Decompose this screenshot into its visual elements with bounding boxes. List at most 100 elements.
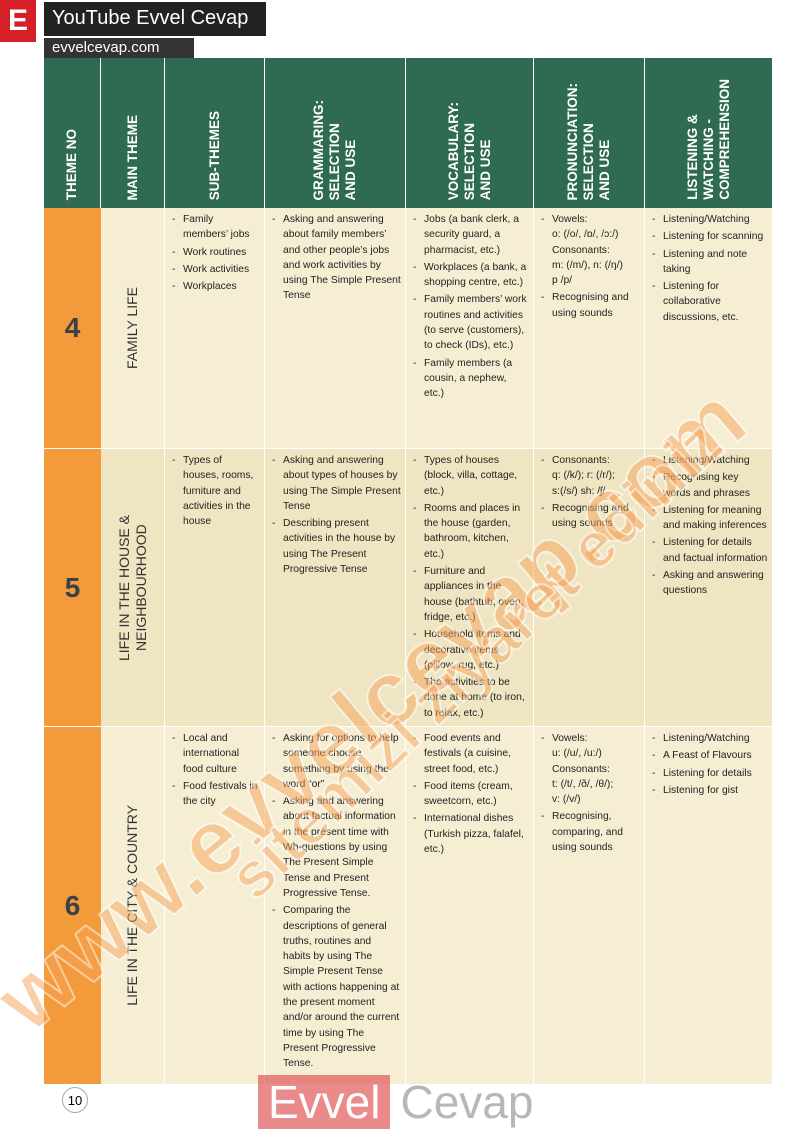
- text-line: PRONUNCIATION:: [565, 82, 580, 201]
- text-line: AND USE: [597, 139, 612, 200]
- vertical-text: LIFE IN THE CITY & COUNTRY: [124, 805, 141, 1006]
- vertical-text: MAIN THEME: [125, 115, 141, 201]
- text-line: MAIN THEME: [124, 114, 140, 201]
- text-line: SUB-THEMES: [206, 110, 222, 200]
- text-line: LISTENING &: [684, 114, 700, 200]
- table-cell: Listening/WatchingA Feast of Flavours Lis…: [645, 727, 773, 1085]
- logo-left: Evvel: [258, 1075, 391, 1129]
- bullet-item: Jobs (a bank clerk, a security guard, a …: [413, 212, 529, 258]
- bullet-item: The activities to be done at home (to ir…: [413, 675, 529, 721]
- bullet-item: Asking and answering about family member…: [272, 212, 401, 304]
- bullet-item: Recognising and using sounds: [541, 290, 640, 321]
- table-cell: Types of houses, rooms, furniture and ac…: [165, 449, 265, 727]
- theme-number: 4: [44, 208, 101, 449]
- text-line: GRAMMARING:: [311, 99, 326, 201]
- table-cell: Asking and answering about types of hous…: [265, 449, 406, 727]
- column-header: SUB-THEMES: [165, 58, 265, 208]
- table-cell: Consonants: q: (/k/); r: (/r/); s:(/s/) …: [534, 449, 645, 727]
- page-number: 10: [62, 1087, 88, 1113]
- main-theme: FAMILY LIFE: [101, 208, 165, 449]
- bullet-item: Vowels: o: (/o/, /ɒ/, /ɔ:/) Consonants: …: [541, 212, 640, 288]
- bullet-item: Types of houses (block, villa, cottage, …: [413, 453, 529, 499]
- bullet-item: Listening/Watching: [652, 453, 768, 469]
- bullet-item: Listening for scanning: [652, 229, 768, 245]
- table-cell: Listening/WatchingListening for scanning…: [645, 208, 773, 449]
- table-cell: Family members’ jobs Work routinesWork ac…: [165, 208, 265, 449]
- logo-right: Cevap: [400, 1076, 534, 1128]
- table-cell: Vowels: u: (/u/, /u:/) Consonants: t: (/…: [534, 727, 645, 1085]
- vertical-text: THEME NO: [64, 129, 80, 200]
- bullet-list: Listening/WatchingRecognising key words …: [649, 453, 768, 599]
- bullet-list: Vowels: u: (/u/, /u:/) Consonants: t: (/…: [538, 731, 640, 855]
- bullet-list: Asking and answering about types of hous…: [269, 453, 401, 577]
- bullet-list: Jobs (a bank clerk, a security guard, a …: [410, 212, 529, 402]
- theme-number: 6: [44, 727, 101, 1085]
- bullet-item: Asking and answering questions: [652, 568, 768, 599]
- bullet-list: Types of houses, rooms, furniture and ac…: [169, 453, 260, 529]
- bullet-list: Asking and answering about family member…: [269, 212, 401, 304]
- theme-number: 5: [44, 449, 101, 727]
- bullet-list: Food events and festivals (a cuisine, st…: [410, 731, 529, 857]
- bullet-item: Listening/Watching: [652, 212, 768, 228]
- bullet-item: Furniture and appliances in the house (b…: [413, 564, 529, 625]
- text-line: LIFE IN THE CITY & COUNTRY: [124, 805, 140, 1006]
- bullet-item: Consonants: q: (/k/); r: (/r/); s:(/s/) …: [541, 453, 640, 499]
- bullet-list: Asking for options to help someone choos…: [269, 731, 401, 1072]
- text-line: FAMILY LIFE: [124, 287, 140, 369]
- bullet-item: Listening for meaning and making inferen…: [652, 503, 768, 534]
- bullet-item: Family members’ work routines and activi…: [413, 292, 529, 353]
- bullet-item: A Feast of Flavours: [652, 748, 768, 764]
- bullet-item: Food festivals in the city: [172, 779, 260, 810]
- footer-logo: Evvel Cevap: [258, 1072, 543, 1132]
- bullet-item: Asking and answering about factual infor…: [272, 794, 401, 901]
- vertical-text: GRAMMARING: SELECTION AND USE: [311, 100, 359, 201]
- table-cell: Listening/WatchingRecognising key words …: [645, 449, 773, 727]
- text-line: THEME NO: [64, 128, 79, 200]
- vertical-text: PRONUNCIATION: SELECTION AND USE: [565, 83, 613, 201]
- text-line: COMPREHENSION: [716, 79, 732, 200]
- channel-banner: YouTube Evvel Cevap: [44, 2, 266, 36]
- text-line: LIFE IN THE HOUSE &: [115, 514, 132, 661]
- bullet-item: Workplaces (a bank, a shopping centre, e…: [413, 260, 529, 291]
- bullet-list: Listening/WatchingA Feast of Flavours Lis…: [649, 731, 768, 798]
- vertical-text: LISTENING & WATCHING - COMPREHENSION: [685, 79, 733, 200]
- site-url: evvelcevap.com: [44, 38, 194, 58]
- bullet-item: Describing present activities in the hou…: [272, 516, 401, 577]
- bullet-list: Consonants: q: (/k/); r: (/r/); s:(/s/) …: [538, 453, 640, 531]
- bullet-item: Listening and note taking: [652, 247, 768, 278]
- text-line: NEIGHBOURHOOD: [132, 524, 149, 651]
- text-line: WATCHING -: [700, 119, 716, 200]
- table-cell: Vowels: o: (/o/, /ɒ/, /ɔ:/) Consonants: …: [534, 208, 645, 449]
- column-header: MAIN THEME: [101, 58, 165, 208]
- text-line: AND USE: [343, 139, 358, 200]
- column-header: GRAMMARING: SELECTION AND USE: [265, 58, 406, 208]
- bullet-item: Workplaces: [172, 279, 260, 295]
- bullet-item: Listening for details: [652, 766, 768, 782]
- bullet-item: International dishes (Turkish pizza, fal…: [413, 811, 529, 857]
- vertical-text: SUB-THEMES: [207, 111, 223, 200]
- column-header: LISTENING & WATCHING - COMPREHENSION: [645, 58, 773, 208]
- brand-letter: E: [0, 0, 36, 42]
- bullet-item: Food events and festivals (a cuisine, st…: [413, 731, 529, 777]
- text-line: SELECTION: [327, 122, 342, 200]
- bullet-item: Rooms and places in the house (garden, b…: [413, 501, 529, 562]
- bullet-item: Listening for gist: [652, 783, 768, 799]
- text-line: AND USE: [477, 139, 493, 200]
- bullet-item: Household items and decorative items (pi…: [413, 627, 529, 673]
- bullet-item: Comparing the descriptions of general tr…: [272, 903, 401, 1071]
- vertical-text: LIFE IN THE HOUSE & NEIGHBOURHOOD: [116, 515, 150, 661]
- table-cell: Types of houses (block, villa, cottage, …: [406, 449, 534, 727]
- table-cell: Jobs (a bank clerk, a security guard, a …: [406, 208, 534, 449]
- table-cell: Local and international food cultureFood…: [165, 727, 265, 1085]
- bullet-list: Local and international food cultureFood…: [169, 731, 260, 809]
- bullet-item: Asking for options to help someone choos…: [272, 731, 401, 792]
- bullet-item: Work activities: [172, 262, 260, 278]
- table-cell: Asking for options to help someone choos…: [265, 727, 406, 1085]
- bullet-item: Recognising key words and phrases: [652, 470, 768, 501]
- bullet-item: Local and international food culture: [172, 731, 260, 777]
- table-cell: Food events and festivals (a cuisine, st…: [406, 727, 534, 1085]
- bullet-item: Recognising and using sounds: [541, 501, 640, 532]
- bullet-item: Listening for collaborative discussions,…: [652, 279, 768, 325]
- table-cell: Asking and answering about family member…: [265, 208, 406, 449]
